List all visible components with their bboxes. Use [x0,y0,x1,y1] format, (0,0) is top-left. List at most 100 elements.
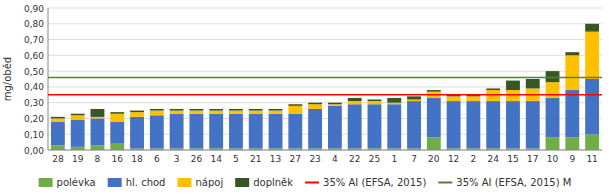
x-tick-label: 26 [191,154,203,164]
legend-item: nápoj [177,177,223,188]
bar [71,120,85,147]
bar [447,96,461,101]
bar [91,117,105,119]
x-tick-label: 25 [369,154,380,164]
x-tick-label: 14 [210,154,222,164]
x-tick-label: 15 [507,154,518,164]
bar [189,109,203,111]
bar [170,111,184,114]
bar [189,114,203,149]
legend: polévka hl. chod nápoj doplněk 35% AI (EFSA,… [39,177,572,188]
bar [585,32,599,79]
x-axis: 2819816186326145211327234222517201222415… [48,150,602,164]
legend-label: 35% AI (EFSA, 2015) [323,177,426,188]
bar [427,137,441,150]
series [51,32,599,122]
x-tick-label: 11 [586,154,597,164]
y-tick-label: 0,50 [24,67,44,77]
bar [466,96,480,101]
bar [288,104,302,106]
x-axis-line [48,150,602,151]
x-tick-label: 10 [547,154,559,164]
bar [486,101,500,148]
bar [565,55,579,90]
bar [130,117,144,149]
bar [229,114,243,149]
bar [110,112,124,114]
bar [328,104,342,106]
x-tick-label: 16 [112,154,124,164]
y-tick-label: 0,00 [24,146,44,156]
legend-swatch [108,178,122,187]
y-tick-label: 0,20 [24,114,44,124]
x-tick-label: 19 [72,154,84,164]
x-tick-label: 18 [131,154,143,164]
bar [110,114,124,122]
bar [209,114,223,149]
bar [288,114,302,149]
bar [407,100,421,102]
x-tick-label: 5 [233,154,239,164]
bar [249,114,263,149]
bar [170,109,184,111]
bar [546,82,560,98]
bar [51,118,65,121]
y-axis-line [48,8,49,150]
bar [170,114,184,149]
legend-swatch [305,182,319,184]
bars [51,24,599,150]
x-tick-label: 27 [290,154,301,164]
bar [269,111,283,114]
grid-line [48,39,602,40]
grid-line [48,150,602,151]
bar [269,109,283,111]
x-tick-label: 7 [411,154,417,164]
y-tick-label: 0,80 [24,19,44,29]
grid-line [48,23,602,24]
bar [565,137,579,150]
bar [526,101,540,148]
legend-item: polévka [39,177,96,188]
legend-item: hl. chod [108,177,166,188]
bar [506,81,520,90]
y-tick-label: 0,10 [24,130,44,140]
legend-swatch [438,182,452,184]
legend-swatch [39,178,53,187]
y-tick-label: 0,40 [24,82,44,92]
bar [328,103,342,105]
x-tick-label: 20 [428,154,440,164]
y-axis-label: mg/oběd [2,57,13,101]
bar [368,100,382,102]
bar [209,109,223,111]
x-tick-label: 22 [349,154,360,164]
chart: 0,000,100,200,300,400,500,600,700,800,90… [0,0,610,196]
bar [565,52,579,55]
y-tick-label: 0,30 [24,98,44,108]
legend-label: nápoj [195,177,223,188]
bar [348,104,362,148]
x-tick-label: 2 [471,154,477,164]
bar [585,24,599,32]
bar [328,106,342,149]
x-tick-label: 23 [309,154,320,164]
legend-label: 35% AI (EFSA, 2015) M [456,177,571,188]
bar [506,101,520,148]
bar [91,109,105,117]
bar [110,122,124,144]
bar [130,111,144,113]
bar [368,104,382,148]
grid-line [48,71,602,72]
bar [427,90,441,92]
bar [387,103,401,105]
y-tick-label: 0,90 [24,4,44,14]
bar [308,103,322,105]
bar [526,79,540,88]
x-tick-label: 6 [154,154,160,164]
legend-item: doplněk [235,177,293,188]
bar [348,101,362,104]
bar [387,104,401,148]
bar [546,137,560,150]
x-tick-label: 12 [448,154,459,164]
bar [150,115,164,148]
bar [585,79,599,134]
